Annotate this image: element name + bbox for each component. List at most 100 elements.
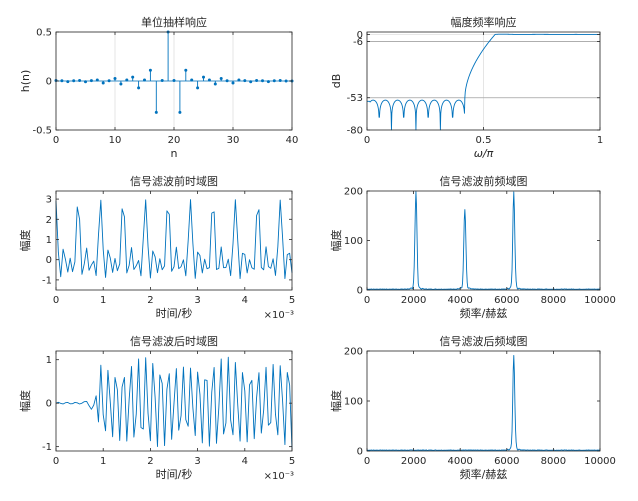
stem-marker xyxy=(113,77,117,81)
x-axis-label: 频率/赫兹 xyxy=(460,467,508,481)
x-axis-label: ω/π xyxy=(474,147,494,160)
x-tick-label: 8000 xyxy=(541,456,566,467)
signal-before-line xyxy=(55,199,293,280)
x-tick-label: 2000 xyxy=(401,456,426,467)
stem-marker xyxy=(272,79,276,83)
x-tick-label: 10000 xyxy=(584,295,616,306)
axes-box xyxy=(55,190,293,291)
y-tick-label: 0 xyxy=(46,399,52,410)
magnitude-line xyxy=(366,33,601,131)
x-tick-label: 3 xyxy=(194,295,200,306)
x-tick-label: 2000 xyxy=(401,295,426,306)
stem-marker xyxy=(243,79,247,83)
axes-freq_after: 0 2000 4000 6000 8000 10000 0 100 200 信号滤波后频域图频率/… xyxy=(329,334,616,481)
x-tick-label: 5 xyxy=(289,456,295,467)
x-tick-label: 1 xyxy=(597,135,603,146)
chart-title: 信号滤波后时域图 xyxy=(130,335,218,348)
stem-marker xyxy=(184,68,188,72)
y-axis-label: 幅度 xyxy=(329,390,343,412)
x-axis-label: 时间/秒 xyxy=(156,467,193,481)
x-axis-label: n xyxy=(171,147,178,160)
stem-marker xyxy=(207,78,211,82)
x-tick-label: 20 xyxy=(168,135,181,146)
x-tick-label: 30 xyxy=(227,135,240,146)
x-tick-label: 6000 xyxy=(494,295,519,306)
stem-marker xyxy=(125,78,129,82)
stem-marker xyxy=(225,79,229,83)
stem-marker xyxy=(154,110,158,114)
stem-marker xyxy=(95,78,99,82)
y-axis-label: h(n) xyxy=(19,70,32,93)
chart-title: 信号滤波前时域图 xyxy=(130,174,218,188)
stem-marker xyxy=(84,80,87,84)
stem-marker xyxy=(237,78,241,82)
y-tick-label: -6 xyxy=(353,37,363,48)
signal-after-line xyxy=(55,356,293,450)
y-axis-label: 幅度 xyxy=(329,230,343,252)
y-tick-label: 100 xyxy=(344,397,363,408)
plot-area xyxy=(367,191,600,290)
y-tick-label: -80 xyxy=(347,126,363,137)
x-axis-label: 频率/赫兹 xyxy=(460,306,508,320)
x-tick-label: 0 xyxy=(364,456,370,467)
chart-title: 信号滤波前频域图 xyxy=(440,174,528,188)
x-tick-label: 4 xyxy=(242,295,248,306)
x-tick-label: 3 xyxy=(194,456,200,467)
stem-marker xyxy=(119,82,123,86)
y-tick-label: 0 xyxy=(46,77,52,88)
stem-marker xyxy=(219,77,223,81)
x-tick-label: 0 xyxy=(53,456,59,467)
stem-marker xyxy=(66,80,70,84)
y-tick-label: 200 xyxy=(344,187,363,198)
x-tick-label: 2 xyxy=(147,456,153,467)
stem-marker xyxy=(160,79,164,83)
x-axis-label: 时间/秒 xyxy=(156,306,193,320)
axes-freq_before: 0 2000 4000 6000 8000 10000 0 100 200 信号滤波前频域图频率/… xyxy=(329,174,616,320)
stem-marker xyxy=(249,80,253,84)
x-axis-exponent: ×10⁻³ xyxy=(264,310,294,321)
stem-marker xyxy=(89,79,93,83)
x-axis-exponent: ×10⁻³ xyxy=(264,471,294,482)
x-tick-label: 2 xyxy=(147,295,153,306)
x-tick-label: 1 xyxy=(100,295,106,306)
x-tick-label: 1 xyxy=(100,456,106,467)
axes-box xyxy=(55,350,293,452)
stem-marker xyxy=(60,79,64,83)
x-tick-label: 4 xyxy=(242,456,248,467)
y-axis-label: dB xyxy=(330,74,343,89)
plot-area xyxy=(56,191,292,290)
stem-marker xyxy=(261,79,264,83)
y-tick-label: 0.5 xyxy=(36,28,52,39)
stem-marker xyxy=(202,75,205,79)
chart-title: 信号滤波后频域图 xyxy=(440,334,528,348)
stem-marker xyxy=(196,86,200,90)
y-tick-label: -0.5 xyxy=(32,126,52,137)
y-tick-label: 3 xyxy=(46,195,52,206)
y-tick-label: 1 xyxy=(46,235,52,246)
x-tick-label: 6000 xyxy=(494,456,519,467)
y-tick-label: 200 xyxy=(344,347,363,358)
stem-marker xyxy=(284,79,288,83)
stem-marker xyxy=(72,79,76,83)
spectrum-before-line xyxy=(366,191,601,290)
x-tick-label: 0 xyxy=(364,295,370,306)
stem-marker xyxy=(107,79,111,83)
stem-marker xyxy=(137,86,141,90)
x-tick-label: 0 xyxy=(364,135,370,146)
y-tick-label: -1 xyxy=(42,275,52,286)
y-tick-label: 1 xyxy=(46,355,52,366)
stem-marker xyxy=(213,82,217,86)
stem-marker xyxy=(278,79,282,83)
spectrum-after-line xyxy=(366,355,601,451)
x-tick-label: 8000 xyxy=(541,295,566,306)
x-tick-label: 0.5 xyxy=(476,135,492,146)
x-tick-label: 10000 xyxy=(584,456,616,467)
x-tick-label: 10 xyxy=(109,135,122,146)
y-tick-label: 2 xyxy=(46,215,52,226)
y-axis-label: 幅度 xyxy=(18,230,32,252)
stem-marker xyxy=(101,81,105,85)
stem-marker xyxy=(190,78,194,82)
y-axis-label: 幅度 xyxy=(18,390,32,412)
